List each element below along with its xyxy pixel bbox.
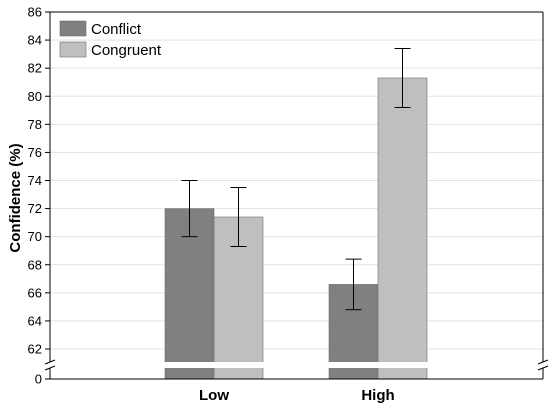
y-tick-label: 62 — [28, 342, 42, 357]
x-category-label: High — [361, 387, 394, 404]
x-categories: Low High — [199, 387, 395, 404]
y-tick-label: 68 — [28, 257, 42, 272]
y-axis-title: Confidence (%) — [7, 143, 24, 252]
gridlines — [50, 11, 543, 350]
error-bar-conflict-high — [345, 258, 362, 311]
bar-congruent-high — [377, 77, 428, 380]
legend-label-congruent: Congruent — [91, 42, 162, 59]
y-tick-label: 76 — [28, 145, 42, 160]
axis-break — [44, 359, 549, 371]
y-tick-label: 78 — [28, 117, 42, 132]
legend-swatch-congruent — [59, 41, 87, 58]
axis-break-band — [47, 362, 546, 368]
y-tick-label: 86 — [28, 5, 42, 20]
legend-swatch-conflict — [59, 20, 87, 37]
y-tick-label-baseline: 0 — [35, 372, 42, 387]
y-tick-label: 72 — [28, 201, 42, 216]
error-bar-congruent-high — [394, 48, 411, 108]
y-tick-label: 70 — [28, 229, 42, 244]
y-tick-label: 64 — [28, 313, 42, 328]
y-ticks: 62 64 66 68 70 72 74 76 78 80 82 84 86 0 — [28, 5, 50, 387]
y-tick-label: 66 — [28, 285, 42, 300]
error-bars — [181, 48, 411, 311]
error-bar-conflict-low — [181, 180, 198, 238]
bars — [164, 77, 428, 380]
y-tick-label: 84 — [28, 33, 42, 48]
error-bar-congruent-low — [230, 187, 247, 247]
axes — [49, 11, 544, 380]
y-tick-label: 82 — [28, 61, 42, 76]
legend: Conflict Congruent — [59, 20, 162, 59]
x-category-label: Low — [199, 387, 229, 404]
legend-label-conflict: Conflict — [91, 21, 142, 38]
y-tick-label: 74 — [28, 173, 42, 188]
y-tick-label: 80 — [28, 89, 42, 104]
